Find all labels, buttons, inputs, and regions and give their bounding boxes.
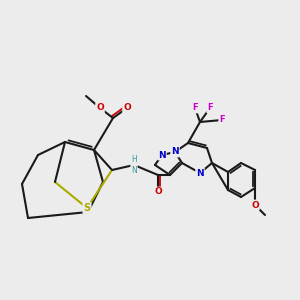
Text: O: O: [123, 103, 131, 112]
Text: O: O: [154, 188, 162, 196]
Text: O: O: [96, 103, 104, 112]
Text: O: O: [251, 200, 259, 209]
Text: F: F: [192, 103, 198, 112]
Text: N: N: [196, 169, 204, 178]
Text: N: N: [158, 151, 166, 160]
Text: S: S: [83, 203, 91, 213]
Text: H
N: H N: [131, 155, 137, 175]
Text: N: N: [171, 148, 179, 157]
Text: F: F: [207, 103, 213, 112]
Text: F: F: [219, 116, 225, 124]
